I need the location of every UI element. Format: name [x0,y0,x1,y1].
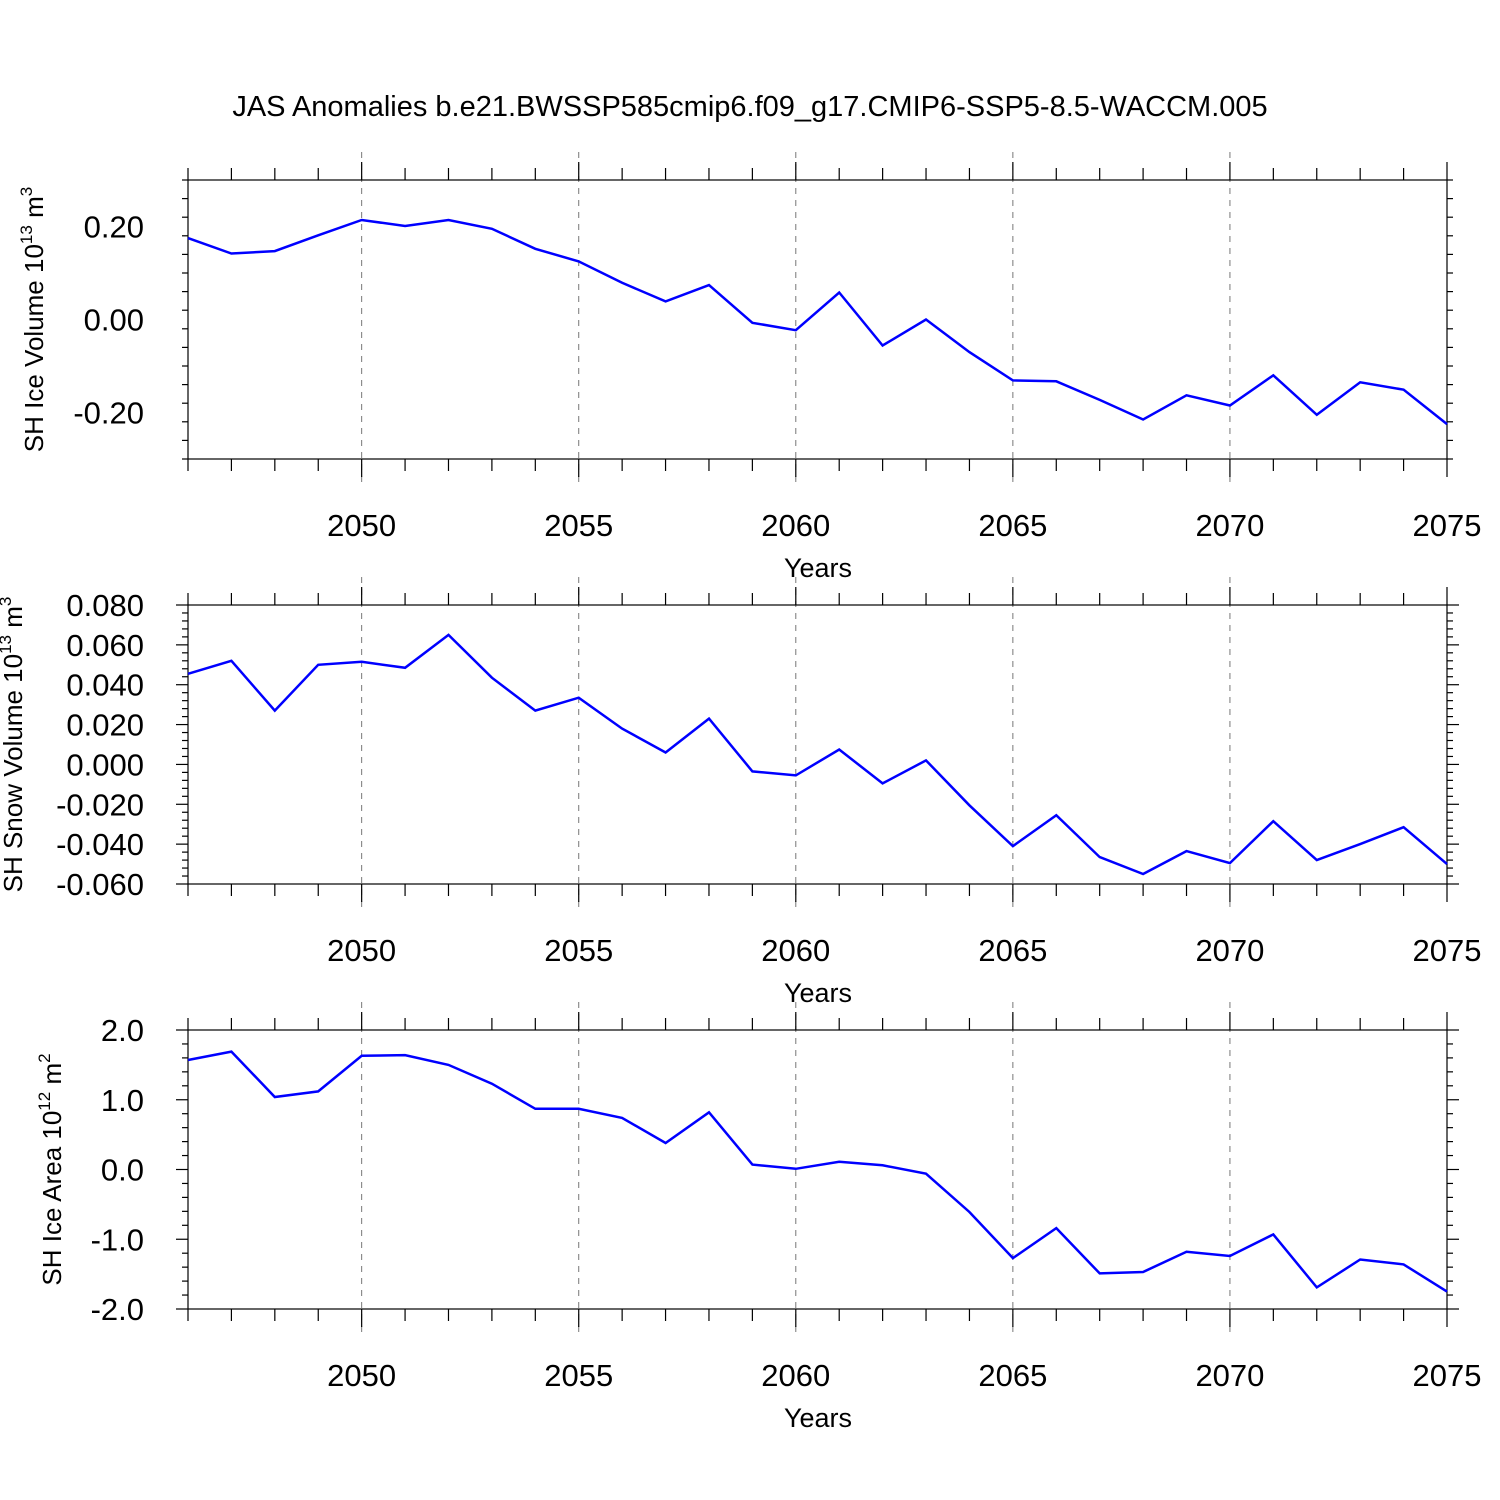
x-axis-label: Years [784,553,852,583]
panel-2: -0.060 -0.040 -0.020 0.000 0.020 0.040 0.060 0.… [0,577,1481,1008]
x-tick-label: 2075 [1413,933,1482,968]
x-tick-label: 2050 [327,933,396,968]
x-tick-label: 2070 [1195,508,1264,543]
series-line [187,218,1448,426]
x-tick-label: 2065 [978,508,1047,543]
x-tick-label: 2050 [327,508,396,543]
x-axis-label: Years [784,978,852,1008]
y-axis-label: SH Ice Volume 1013 m3 [17,187,49,452]
y-tick-label: 0.040 [66,668,144,703]
plot-frame [187,179,1448,460]
y-tick-label: -2.0 [91,1292,144,1327]
plot-frame [187,604,1448,885]
y-tick-label: 0.020 [66,708,144,743]
y-axis-label: SH Snow Volume 1013 m3 [0,597,28,893]
x-tick-label: 2070 [1195,933,1264,968]
series-line [187,633,1448,876]
y-tick-label: -0.060 [56,867,144,902]
y-tick-label: -0.20 [73,396,144,431]
x-tick-label: 2065 [978,1358,1047,1393]
y-tick-label: 2.0 [101,1013,144,1048]
series-line [187,1050,1448,1293]
y-tick-label: 0.00 [84,303,144,338]
y-tick-label: 0.060 [66,628,144,663]
x-tick-label: 2065 [978,933,1047,968]
x-tick-label: 2055 [544,508,613,543]
plot-frame [187,1029,1448,1310]
x-tick-label: 2060 [761,933,830,968]
panel-1: -0.20 0.00 0.20 2050 2055 2060 2065 2070 2075 Yea… [17,152,1481,583]
y-tick-label: -1.0 [91,1222,144,1257]
x-axis-label: Years [784,1403,852,1433]
y-tick-label: 1.0 [101,1083,144,1118]
x-tick-label: 2050 [327,1358,396,1393]
y-axis-label: SH Ice Area 1012 m2 [35,1053,67,1285]
x-tick-label: 2070 [1195,1358,1264,1393]
y-tick-label: -0.040 [56,827,144,862]
y-tick-label: -0.020 [56,787,144,822]
panel-3: -2.0 -1.0 0.0 1.0 2.0 2050 2055 2060 2065 2070 207… [35,1002,1481,1433]
y-tick-label: 0.0 [101,1153,144,1188]
x-tick-label: 2055 [544,933,613,968]
x-tick-label: 2060 [761,508,830,543]
x-tick-label: 2060 [761,1358,830,1393]
y-tick-label: 0.20 [84,210,144,245]
x-tick-label: 2075 [1413,508,1482,543]
chart-title: JAS Anomalies b.e21.BWSSP585cmip6.f09_g1… [232,91,1267,123]
x-tick-label: 2075 [1413,1358,1482,1393]
y-tick-label: 0.080 [66,588,144,623]
x-tick-label: 2055 [544,1358,613,1393]
y-tick-label: 0.000 [66,747,144,782]
